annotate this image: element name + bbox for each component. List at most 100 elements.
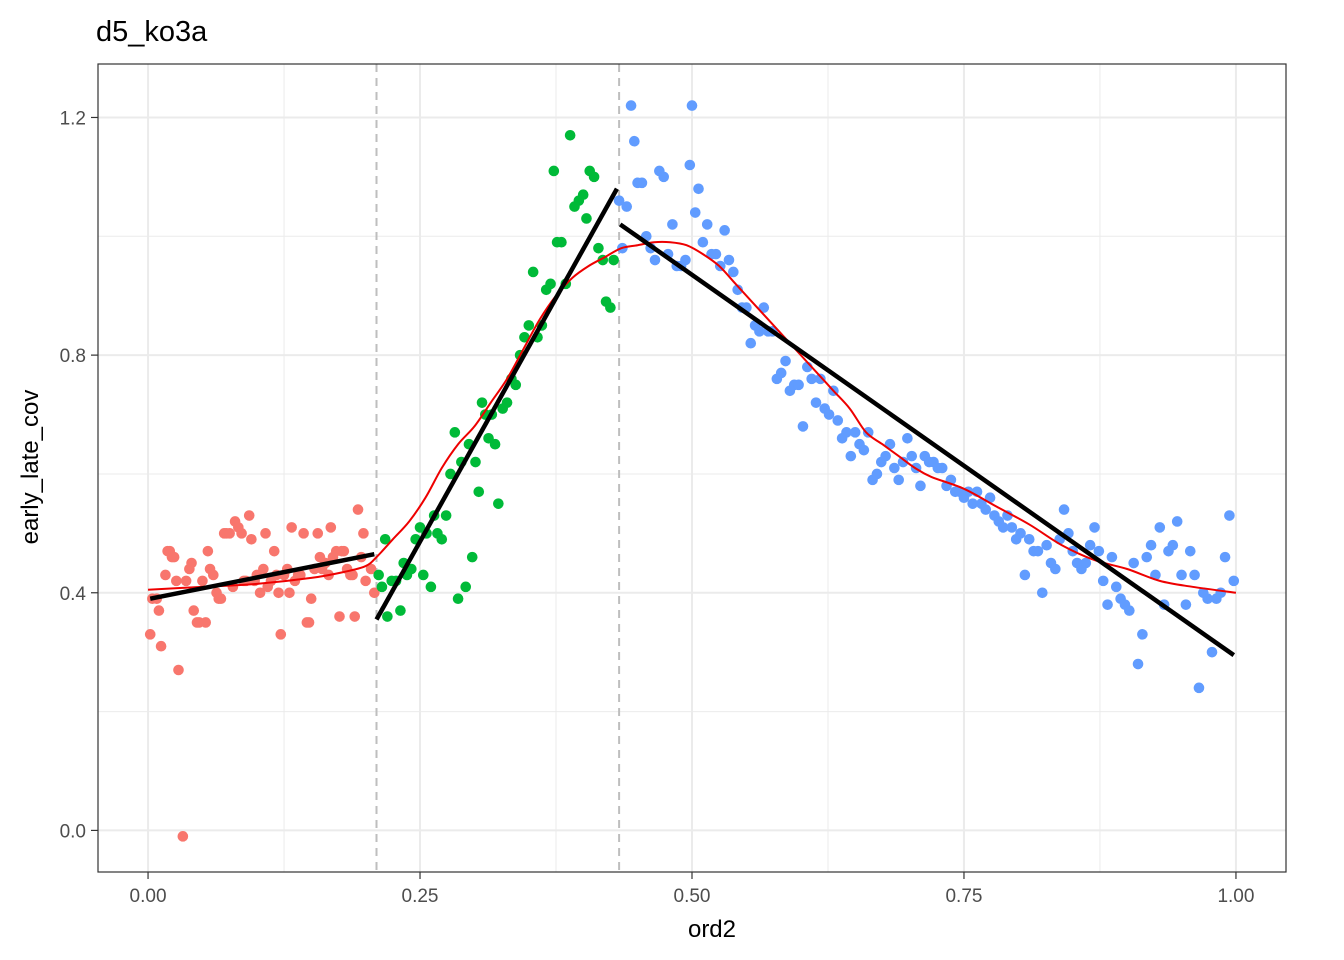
data-point-series-2 [466, 551, 478, 563]
data-point-series-3 [1154, 522, 1166, 533]
data-point-series-1 [236, 528, 247, 539]
chart-title: d5_ko3a [96, 16, 208, 48]
data-point-series-1 [273, 587, 284, 599]
data-point-series-3 [902, 432, 913, 444]
data-point-series-3 [1184, 545, 1196, 557]
data-point-series-3 [1202, 593, 1213, 605]
data-point-series-3 [1102, 599, 1113, 610]
data-point-series-2 [452, 593, 464, 605]
data-point-series-3 [1167, 539, 1179, 551]
data-point-series-3 [1224, 510, 1235, 521]
data-point-series-3 [1206, 646, 1218, 658]
data-point-series-3 [625, 100, 637, 111]
x-axis-ticks: 0.00 0.25 0.50 0.75 1.00 [130, 872, 1254, 907]
data-point-series-3 [793, 379, 804, 391]
smooth-line [147, 240, 1237, 594]
data-point-series-2 [470, 456, 481, 468]
x-tick-label: 0.50 [674, 886, 711, 907]
x-tick-label: 0.00 [130, 886, 167, 907]
data-point-series-2 [436, 533, 448, 545]
x-axis-title: ord2 [688, 916, 736, 943]
data-point-series-3 [862, 427, 874, 438]
data-point-series-1 [349, 611, 361, 622]
data-point-series-3 [906, 450, 918, 462]
data-point-series-1 [347, 569, 358, 581]
data-point-series-1 [258, 563, 269, 575]
data-point-series-2 [440, 510, 452, 521]
data-point-series-3 [1019, 569, 1031, 581]
data-point-series-3 [1058, 504, 1070, 515]
data-point-series-3 [684, 159, 696, 171]
data-point-series-2 [588, 171, 600, 183]
data-point-series-2 [382, 611, 393, 622]
data-point-series-3 [889, 462, 900, 474]
data-point-series-3 [1124, 605, 1135, 616]
data-point-series-3 [658, 171, 670, 183]
y-axis-ticks: 0.0 0.4 0.8 1.2 [60, 108, 98, 842]
data-point-series-3 [1106, 551, 1118, 563]
fit-segments [149, 187, 1236, 657]
data-point-series-3 [745, 337, 757, 349]
data-point-series-1 [144, 629, 156, 640]
data-point-series-3 [1050, 563, 1061, 575]
data-point-series-3 [1171, 516, 1183, 527]
data-point-series-1 [365, 563, 377, 575]
data-point-series-3 [1110, 581, 1122, 593]
data-point-series-2 [493, 498, 504, 509]
data-points [144, 100, 1240, 842]
data-point-series-1 [305, 593, 317, 605]
data-point-series-1 [298, 528, 309, 539]
data-point-series-2 [373, 569, 384, 581]
data-point-series-3 [815, 373, 826, 385]
data-point-series-3 [845, 450, 857, 462]
data-point-series-3 [667, 219, 678, 230]
data-point-series-3 [710, 248, 722, 260]
data-point-series-1 [202, 545, 214, 557]
data-point-series-3 [732, 284, 743, 296]
data-point-series-1 [243, 510, 255, 521]
data-point-series-3 [693, 183, 704, 195]
data-point-series-2 [545, 278, 556, 290]
data-point-series-1 [312, 528, 324, 539]
data-point-series-1 [369, 587, 380, 599]
fit-segment-1 [149, 551, 375, 601]
data-point-series-3 [1137, 629, 1148, 640]
data-point-series-1 [153, 605, 165, 616]
data-point-series-3 [915, 480, 926, 492]
data-point-series-1 [358, 528, 369, 539]
data-point-series-3 [719, 225, 730, 236]
data-point-series-1 [352, 504, 364, 515]
data-point-series-1 [200, 617, 212, 628]
data-point-series-3 [806, 373, 817, 385]
data-point-series-1 [360, 575, 371, 587]
data-point-series-3 [1145, 539, 1157, 551]
data-point-series-2 [519, 331, 530, 343]
data-point-series-3 [758, 302, 770, 313]
data-point-series-3 [893, 474, 905, 486]
y-tick-label: 0.0 [60, 821, 86, 842]
data-point-series-1 [254, 587, 266, 599]
data-point-series-3 [1128, 557, 1139, 569]
data-point-series-1 [173, 664, 184, 676]
data-point-series-1 [160, 569, 171, 581]
data-point-series-1 [188, 605, 200, 616]
x-tick-label: 1.00 [1217, 886, 1254, 907]
data-point-series-1 [197, 575, 208, 587]
fit-segment-2 [374, 187, 619, 621]
x-tick-label: 0.75 [945, 886, 982, 907]
data-point-series-3 [849, 427, 861, 438]
data-point-series-3 [1176, 569, 1187, 581]
data-point-series-3 [680, 254, 691, 266]
data-point-series-3 [1037, 587, 1048, 599]
data-point-series-2 [476, 397, 488, 408]
data-point-series-3 [1032, 545, 1044, 557]
data-point-series-3 [649, 254, 661, 266]
data-point-series-1 [284, 587, 295, 599]
data-point-series-3 [936, 462, 948, 474]
data-point-series-1 [303, 617, 315, 628]
data-point-series-3 [1015, 528, 1026, 539]
data-point-series-3 [880, 450, 891, 462]
data-point-series-1 [325, 522, 337, 533]
data-point-series-1 [177, 831, 189, 842]
